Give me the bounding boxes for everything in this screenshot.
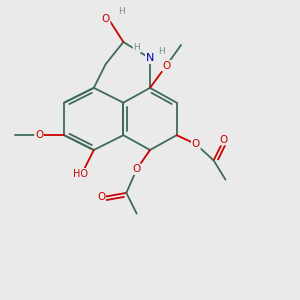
Text: O: O <box>162 61 170 71</box>
Text: H: H <box>158 47 165 56</box>
Text: N: N <box>146 53 154 63</box>
Text: H: H <box>118 7 125 16</box>
Text: O: O <box>101 14 110 24</box>
Text: H: H <box>133 44 140 52</box>
Text: HO: HO <box>73 169 88 179</box>
Text: O: O <box>220 135 228 145</box>
Text: O: O <box>97 192 105 202</box>
Text: O: O <box>192 139 200 149</box>
Text: O: O <box>35 130 43 140</box>
Text: O: O <box>133 164 141 174</box>
